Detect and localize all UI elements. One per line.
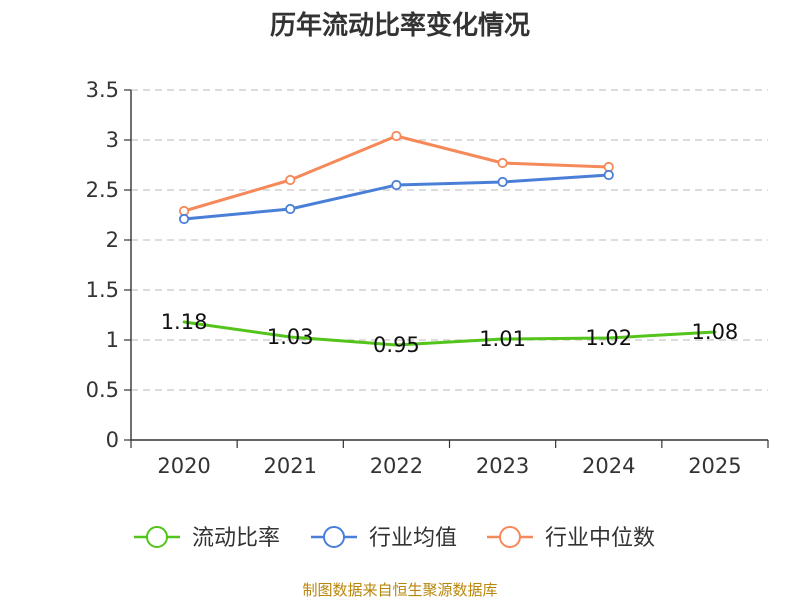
legend-label-行业中位数: 行业中位数	[545, 526, 655, 551]
y-tick-label-0.5: 0.5	[86, 378, 119, 402]
x-tick-label-2020: 2020	[157, 454, 210, 478]
legend-item-流动比率[interactable]: 流动比率	[134, 526, 280, 551]
data-label-2025: 1.08	[692, 320, 739, 344]
x-tick-label-2024: 2024	[582, 454, 635, 478]
data-labels: 1.18 1.03 0.95 1.01 1.02 1.08	[161, 310, 739, 357]
legend-item-行业中位数[interactable]: 行业中位数	[487, 526, 655, 551]
series-group	[178, 130, 717, 347]
x-tick-label-2023: 2023	[476, 454, 529, 478]
point-行业均值-2023	[497, 176, 508, 188]
chart-title: 历年流动比率变化情况	[270, 10, 530, 41]
data-label-2024: 1.02	[585, 326, 632, 350]
y-tick-label-0: 0	[106, 428, 119, 452]
y-tick-label-1.5: 1.5	[86, 278, 119, 302]
y-tick-label-1: 1	[106, 328, 119, 352]
x-tick-label-2021: 2021	[264, 454, 317, 478]
data-label-2023: 1.01	[479, 327, 526, 351]
point-行业均值-2022	[391, 179, 402, 191]
point-行业中位数-2022	[391, 130, 402, 142]
series-line-行业中位数	[182, 134, 611, 213]
data-label-2020: 1.18	[161, 310, 208, 334]
axes: 0 0.5 1 1.5 2 2.5 3 3.5 2020 2021 2022 2023 2024 2025	[86, 78, 769, 478]
point-行业中位数-2023	[497, 157, 508, 169]
legend-marker-行业中位数	[499, 526, 521, 548]
grid-lines	[131, 89, 768, 391]
point-行业中位数-2021	[285, 174, 296, 186]
point-行业均值-2021	[285, 203, 296, 215]
data-label-2022: 0.95	[373, 333, 420, 357]
legend-marker-流动比率	[146, 526, 168, 548]
legend-label-流动比率: 流动比率	[192, 526, 280, 551]
y-tick-label-3: 3	[106, 128, 119, 152]
point-行业均值-2020	[178, 213, 190, 225]
legend-marker-行业均值	[323, 526, 345, 548]
series-line-流动比率	[182, 320, 717, 347]
legend[interactable]: 流动比率 行业均值 行业中位数	[134, 526, 655, 551]
y-tick-label-2.5: 2.5	[86, 178, 119, 202]
data-label-2021: 1.03	[267, 325, 314, 349]
point-行业均值-2024	[603, 169, 614, 181]
source-note: 制图数据来自恒生聚源数据库	[302, 581, 497, 599]
y-tick-label-3.5: 3.5	[86, 78, 119, 102]
x-tick-label-2025: 2025	[688, 454, 741, 478]
legend-label-行业均值: 行业均值	[369, 526, 457, 551]
x-tick-label-2022: 2022	[370, 454, 423, 478]
legend-item-行业均值[interactable]: 行业均值	[311, 526, 457, 551]
y-tick-label-2: 2	[106, 228, 119, 252]
